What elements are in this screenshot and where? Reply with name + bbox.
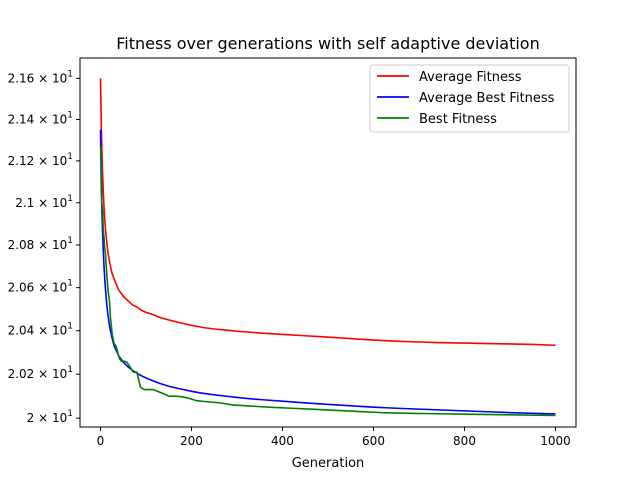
x-tick-label-5: 1000	[540, 434, 571, 448]
x-tick-label-3: 600	[362, 434, 385, 448]
series-line-2	[99, 146, 556, 417]
series-line-0	[99, 78, 556, 347]
x-tick-label-1: 200	[180, 434, 203, 448]
x-tick-label-2: 400	[271, 434, 294, 448]
y-tick-label-4: 2.08 × 101	[8, 236, 73, 252]
x-tick-label-4: 800	[453, 434, 476, 448]
y-tick-label-2: 2.04 × 101	[8, 322, 73, 338]
x-tick-label-0: 0	[97, 434, 105, 448]
legend-box	[369, 64, 570, 133]
chart-title: Fitness over generations with self adapt…	[116, 34, 539, 53]
series-line-1	[99, 129, 556, 415]
legend-entry-2: Best Fitness	[419, 112, 497, 127]
series-layer	[99, 78, 556, 417]
x-axis-ticks: 0 200 400 600 800 1000	[97, 427, 571, 448]
y-tick-label-1: 2.02 × 101	[8, 365, 73, 381]
y-tick-label-0: 2 × 101	[27, 409, 73, 425]
plot-frame	[79, 57, 577, 428]
y-tick-label-6: 2.12 × 101	[8, 152, 73, 168]
y-tick-label-7: 2.14 × 101	[8, 110, 73, 126]
y-tick-label-5: 2.1 × 101	[15, 194, 73, 210]
y-tick-label-3: 2.06 × 101	[8, 279, 73, 295]
legend-entry-1: Average Best Fitness	[419, 91, 555, 106]
x-axis-label: Generation	[292, 456, 365, 471]
y-axis-ticks: 2 × 101 2.02 × 101 2.04 × 101 2.06 × 101 2.0…	[8, 69, 80, 425]
y-tick-label-8: 2.16 × 101	[8, 69, 73, 85]
legend-entry-0: Average Fitness	[419, 70, 522, 85]
legend: Average Fitness Average Best Fitness Best …	[369, 64, 570, 133]
